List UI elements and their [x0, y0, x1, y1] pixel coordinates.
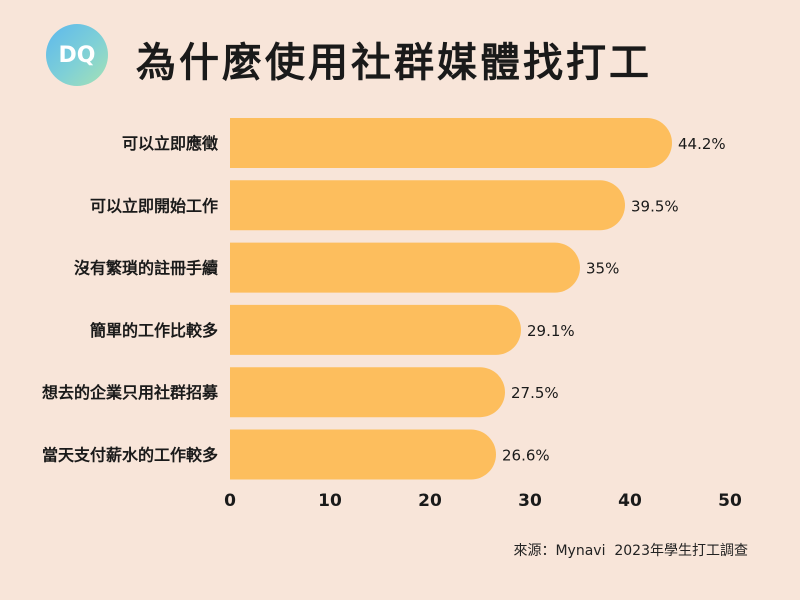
category-label: 可以立即應徵 — [122, 134, 219, 153]
bar — [230, 180, 625, 231]
category-label: 沒有繁瑣的註冊手續 — [74, 259, 218, 278]
value-label: 35% — [586, 260, 619, 278]
x-axis-ticks-layer: 0 10 20 30 40 50 — [224, 491, 742, 511]
x-tick-label: 20 — [418, 491, 442, 511]
category-label: 想去的企業只用社群招募 — [41, 383, 219, 402]
value-label: 27.5% — [511, 384, 559, 402]
x-tick-label: 50 — [718, 491, 742, 511]
value-labels-layer: 44.2% 39.5% 35% 29.1% 27.5% 26.6% — [502, 135, 726, 465]
bar — [230, 118, 672, 168]
value-label: 44.2% — [678, 135, 726, 153]
bars-layer — [230, 118, 672, 480]
bar — [230, 429, 496, 480]
category-labels-layer: 可以立即應徵可以立即開始工作沒有繁瑣的註冊手續簡單的工作比較多想去的企業只用社群… — [41, 134, 219, 465]
category-label: 簡單的工作比較多 — [89, 321, 218, 340]
category-label: 可以立即開始工作 — [90, 196, 218, 215]
bar — [230, 367, 505, 418]
bar — [230, 304, 521, 355]
value-label: 39.5% — [631, 197, 679, 215]
value-label: 26.6% — [502, 447, 550, 465]
x-tick-label: 40 — [618, 491, 642, 511]
value-label: 29.1% — [527, 322, 575, 340]
logo-text: DQ — [58, 42, 96, 68]
x-tick-label: 10 — [318, 491, 342, 511]
x-tick-label: 30 — [518, 491, 542, 511]
page-title: 為什麼使用社群媒體找打工 — [136, 39, 652, 86]
x-tick-label: 0 — [224, 491, 236, 511]
category-label: 當天支付薪水的工作較多 — [42, 446, 218, 465]
source-note: 來源：Mynavi 2023年學生打工調查 — [513, 543, 748, 559]
bar — [230, 242, 580, 293]
dq-logo: DQ — [46, 24, 108, 86]
